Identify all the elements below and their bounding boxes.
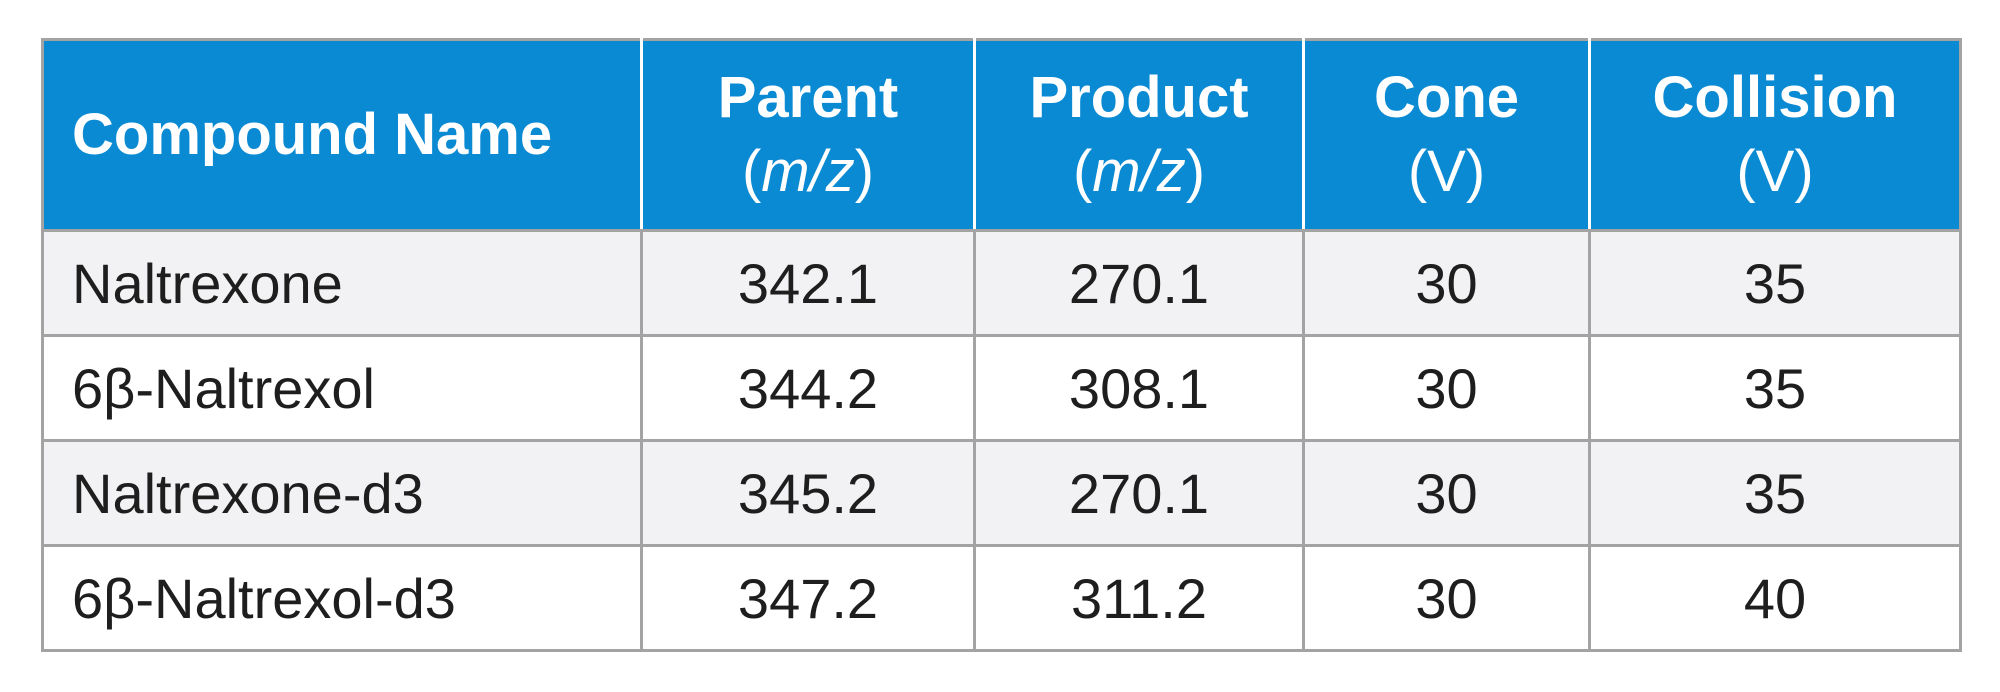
value-cell: 30 [1302, 334, 1591, 442]
value-cell: 40 [1588, 544, 1962, 652]
table-body: Naltrexone 342.1 270.1 30 35 6β-Naltrexol 344.… [41, 229, 1962, 652]
value-cell: 308.1 [973, 334, 1305, 442]
table-row: 6β-Naltrexol 344.2 308.1 30 35 [41, 334, 1962, 442]
unit-part: ( [1072, 139, 1093, 204]
header-unit: (m/z) [644, 135, 972, 209]
value-cell: 347.2 [640, 544, 976, 652]
value-cell: 30 [1302, 544, 1591, 652]
value-cell: 311.2 [973, 544, 1305, 652]
value-cell: 345.2 [640, 439, 976, 547]
unit-part: (V) [1736, 139, 1814, 204]
value-cell: 30 [1302, 229, 1591, 337]
header-cell: Parent (m/z) [640, 38, 976, 232]
header-text: Parent [717, 65, 899, 130]
table-row: Naltrexone-d3 345.2 270.1 30 35 [41, 439, 1962, 547]
compound-name: Naltrexone [41, 229, 643, 337]
table-row: 6β-Naltrexol-d3 347.2 311.2 30 40 [41, 544, 1962, 652]
value-cell: 35 [1588, 229, 1962, 337]
table-row: Naltrexone 342.1 270.1 30 35 [41, 229, 1962, 337]
header-unit: (V) [1306, 135, 1587, 209]
header-cell: Collision (V) [1588, 38, 1962, 232]
data-table: Compound Name Parent (m/z) Product (m/z) Cone… [41, 38, 1962, 652]
value-cell: 342.1 [640, 229, 976, 337]
header-text: Product [1029, 65, 1249, 130]
value-cell: 270.1 [973, 229, 1305, 337]
header-text: Compound Name [72, 102, 553, 167]
unit-part: ) [1185, 139, 1206, 204]
header-unit: (V) [1592, 135, 1958, 209]
header-cell: Cone (V) [1302, 38, 1591, 232]
header-row: Compound Name Parent (m/z) Product (m/z) Cone… [41, 38, 1962, 232]
header-text: Cone [1374, 65, 1519, 130]
unit-part: (V) [1407, 139, 1486, 204]
header-text: Collision [1652, 65, 1898, 130]
value-cell: 35 [1588, 439, 1962, 547]
header-cell: Product (m/z) [973, 38, 1305, 232]
unit-part: m/z [761, 139, 855, 204]
compound-name: 6β-Naltrexol-d3 [41, 544, 643, 652]
unit-part: ) [854, 139, 875, 204]
header-unit: (m/z) [977, 135, 1301, 209]
value-cell: 270.1 [973, 439, 1305, 547]
unit-part: ( [741, 139, 762, 204]
value-cell: 344.2 [640, 334, 976, 442]
unit-part: m/z [1092, 139, 1186, 204]
value-cell: 35 [1588, 334, 1962, 442]
value-cell: 30 [1302, 439, 1591, 547]
compound-name: 6β-Naltrexol [41, 334, 643, 442]
compound-name: Naltrexone-d3 [41, 439, 643, 547]
header-cell: Compound Name [41, 38, 643, 232]
